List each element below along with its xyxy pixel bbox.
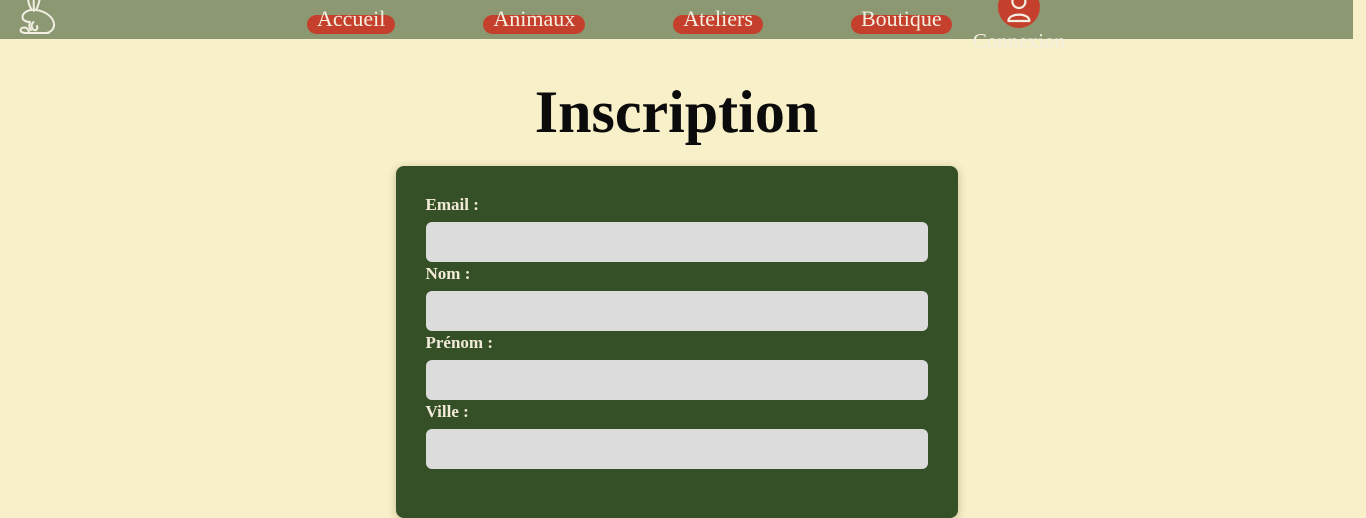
main-content: Inscription Email : Nom : Prénom : Ville… xyxy=(0,78,1353,518)
connexion-label: Connexion xyxy=(972,29,1066,53)
signup-form-card: Email : Nom : Prénom : Ville : xyxy=(395,166,958,518)
nav-item-animaux[interactable]: Animaux xyxy=(483,6,586,34)
nav-item-ateliers[interactable]: Ateliers xyxy=(673,6,763,34)
user-icon xyxy=(997,0,1040,28)
main-navigation: Accueil Animaux Ateliers Boutique xyxy=(307,6,952,34)
prenom-label: Prénom : xyxy=(425,333,494,352)
email-input[interactable] xyxy=(425,222,928,262)
nom-label: Nom : xyxy=(425,264,471,283)
connexion-link[interactable]: Connexion xyxy=(973,0,1065,52)
nav-pill-background xyxy=(483,15,586,34)
prenom-input[interactable] xyxy=(425,360,928,400)
nav-item-label: Animaux xyxy=(493,6,576,31)
page-title: Inscription xyxy=(534,79,819,145)
nav-item-boutique[interactable]: Boutique xyxy=(850,6,952,34)
nav-item-label: Boutique xyxy=(860,6,942,31)
nav-item-label: Accueil xyxy=(317,6,386,31)
nav-item-label: Ateliers xyxy=(683,6,753,31)
ville-label: Ville : xyxy=(425,402,469,421)
nav-pill-background xyxy=(850,15,952,34)
nav-pill-background xyxy=(307,15,396,34)
rabbit-logo-icon xyxy=(19,0,56,34)
nav-item-accueil[interactable]: Accueil xyxy=(307,6,396,34)
nav-pill-background xyxy=(673,15,763,34)
nom-input[interactable] xyxy=(425,291,928,331)
home-logo-link[interactable] xyxy=(7,0,63,34)
ville-input[interactable] xyxy=(425,429,928,469)
email-label: Email : xyxy=(425,195,479,214)
top-nav-bar: Accueil Animaux Ateliers Boutique Connex… xyxy=(0,0,1353,52)
